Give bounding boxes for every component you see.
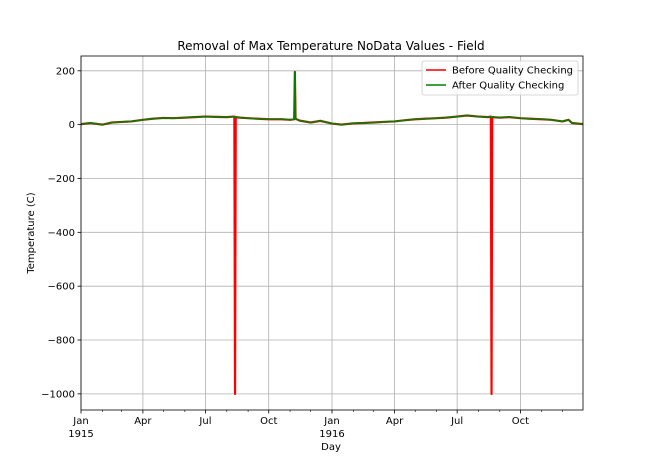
y-tick-label: −200 [48,174,75,185]
x-tick-label: Jan [72,416,88,427]
y-tick-label: 200 [56,66,75,77]
x-axis: Jan 1915 Apr Jul Oct Jan 1916 Apr Jul Oct [68,410,563,440]
x-tick-year-label: 1915 [68,429,93,440]
series-group [80,70,584,395]
legend-label: After Quality Checking [452,81,564,92]
legend: Before Quality Checking After Quality Che… [421,60,579,96]
x-tick-label: Jul [450,416,463,427]
y-tick-label: 0 [69,120,75,131]
chart-title: Removal of Max Temperature NoData Values… [177,39,484,53]
y-tick-label: −1000 [41,389,75,400]
y-tick-label: −600 [48,282,75,293]
legend-label: Before Quality Checking [452,66,573,77]
y-tick-label: −800 [48,336,75,347]
x-tick-label: Oct [260,416,277,427]
x-tick-label: Apr [134,416,152,427]
x-tick-year-label: 1916 [319,429,344,440]
x-axis-label: Day [321,442,341,453]
y-axis-label: Temperature (C) [26,192,37,274]
x-tick-label: Jul [198,416,211,427]
series-line-after [80,71,584,126]
x-tick-label: Jan [323,416,339,427]
y-axis: 200 0 −200 −400 −600 −800 −1000 [41,66,81,400]
x-tick-label: Oct [512,416,529,427]
legend-box [421,60,579,96]
y-tick-label: −400 [48,228,75,239]
x-tick-label: Apr [386,416,404,427]
